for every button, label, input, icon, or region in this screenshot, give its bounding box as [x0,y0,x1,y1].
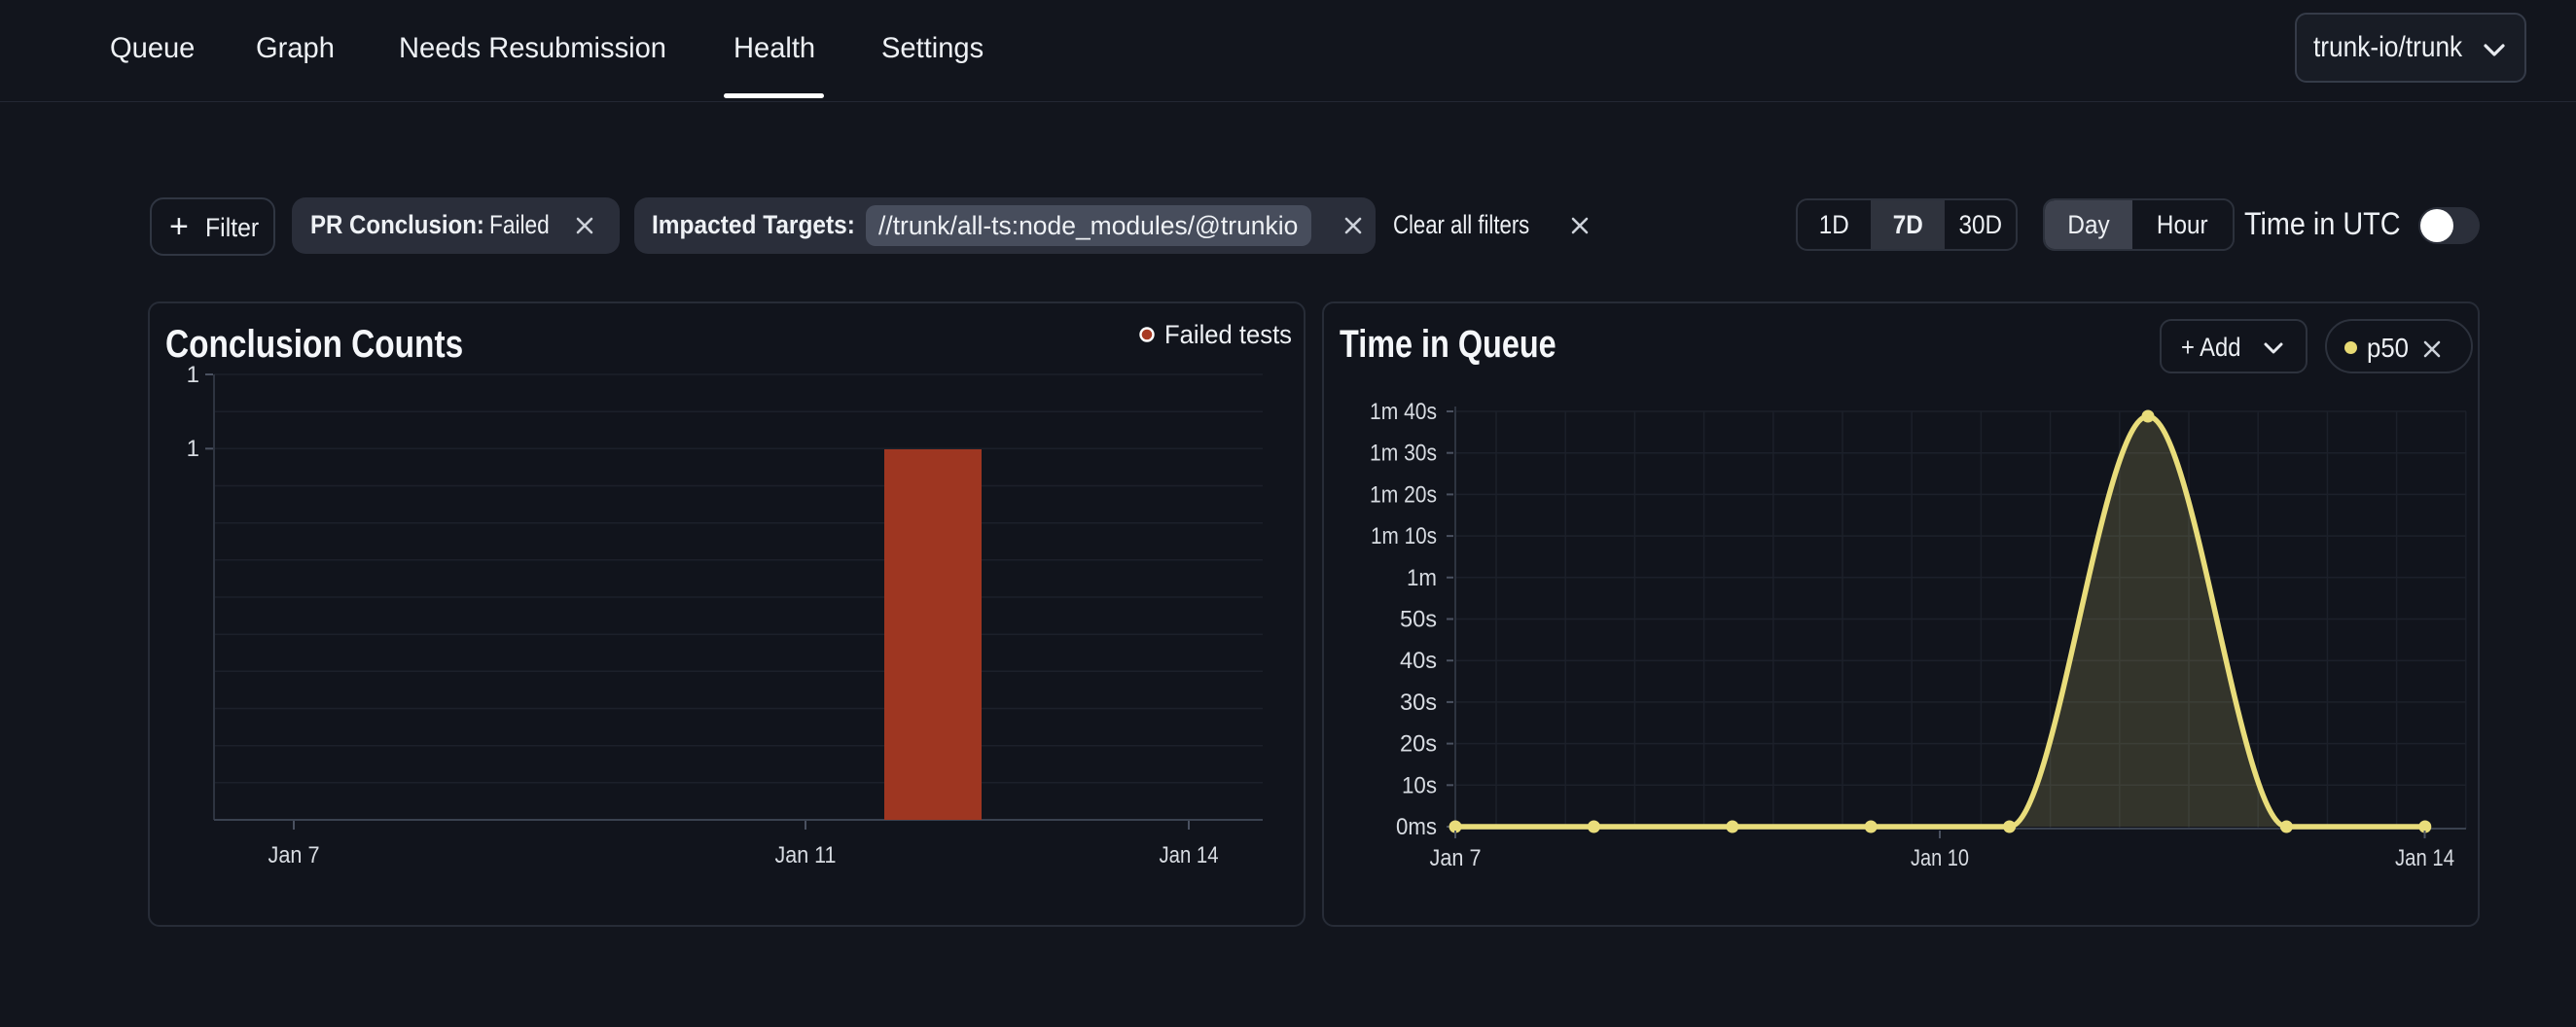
svg-text:1m: 1m [1407,565,1437,591]
svg-text:10s: 10s [1402,772,1437,798]
svg-text:0ms: 0ms [1396,814,1437,840]
svg-text:Jan 7: Jan 7 [1430,845,1482,871]
svg-text:Jan 11: Jan 11 [775,842,837,868]
svg-text:20s: 20s [1400,731,1437,758]
svg-text:40s: 40s [1400,648,1437,674]
svg-text:30s: 30s [1400,690,1437,716]
svg-text:1: 1 [187,362,199,388]
svg-text:Failed tests: Failed tests [1164,320,1292,349]
svg-text:Jan 10: Jan 10 [1911,845,1969,871]
svg-text:1: 1 [187,436,199,462]
svg-text:Jan 7: Jan 7 [268,842,320,868]
svg-text:Jan 14: Jan 14 [1160,842,1219,868]
svg-text:1m 10s: 1m 10s [1371,523,1437,549]
svg-text:1m 30s: 1m 30s [1370,441,1437,467]
svg-text:1m 20s: 1m 20s [1370,481,1437,508]
svg-text:Jan 14: Jan 14 [2395,845,2454,871]
svg-text:1m 40s: 1m 40s [1370,399,1437,425]
svg-text:50s: 50s [1400,607,1437,633]
